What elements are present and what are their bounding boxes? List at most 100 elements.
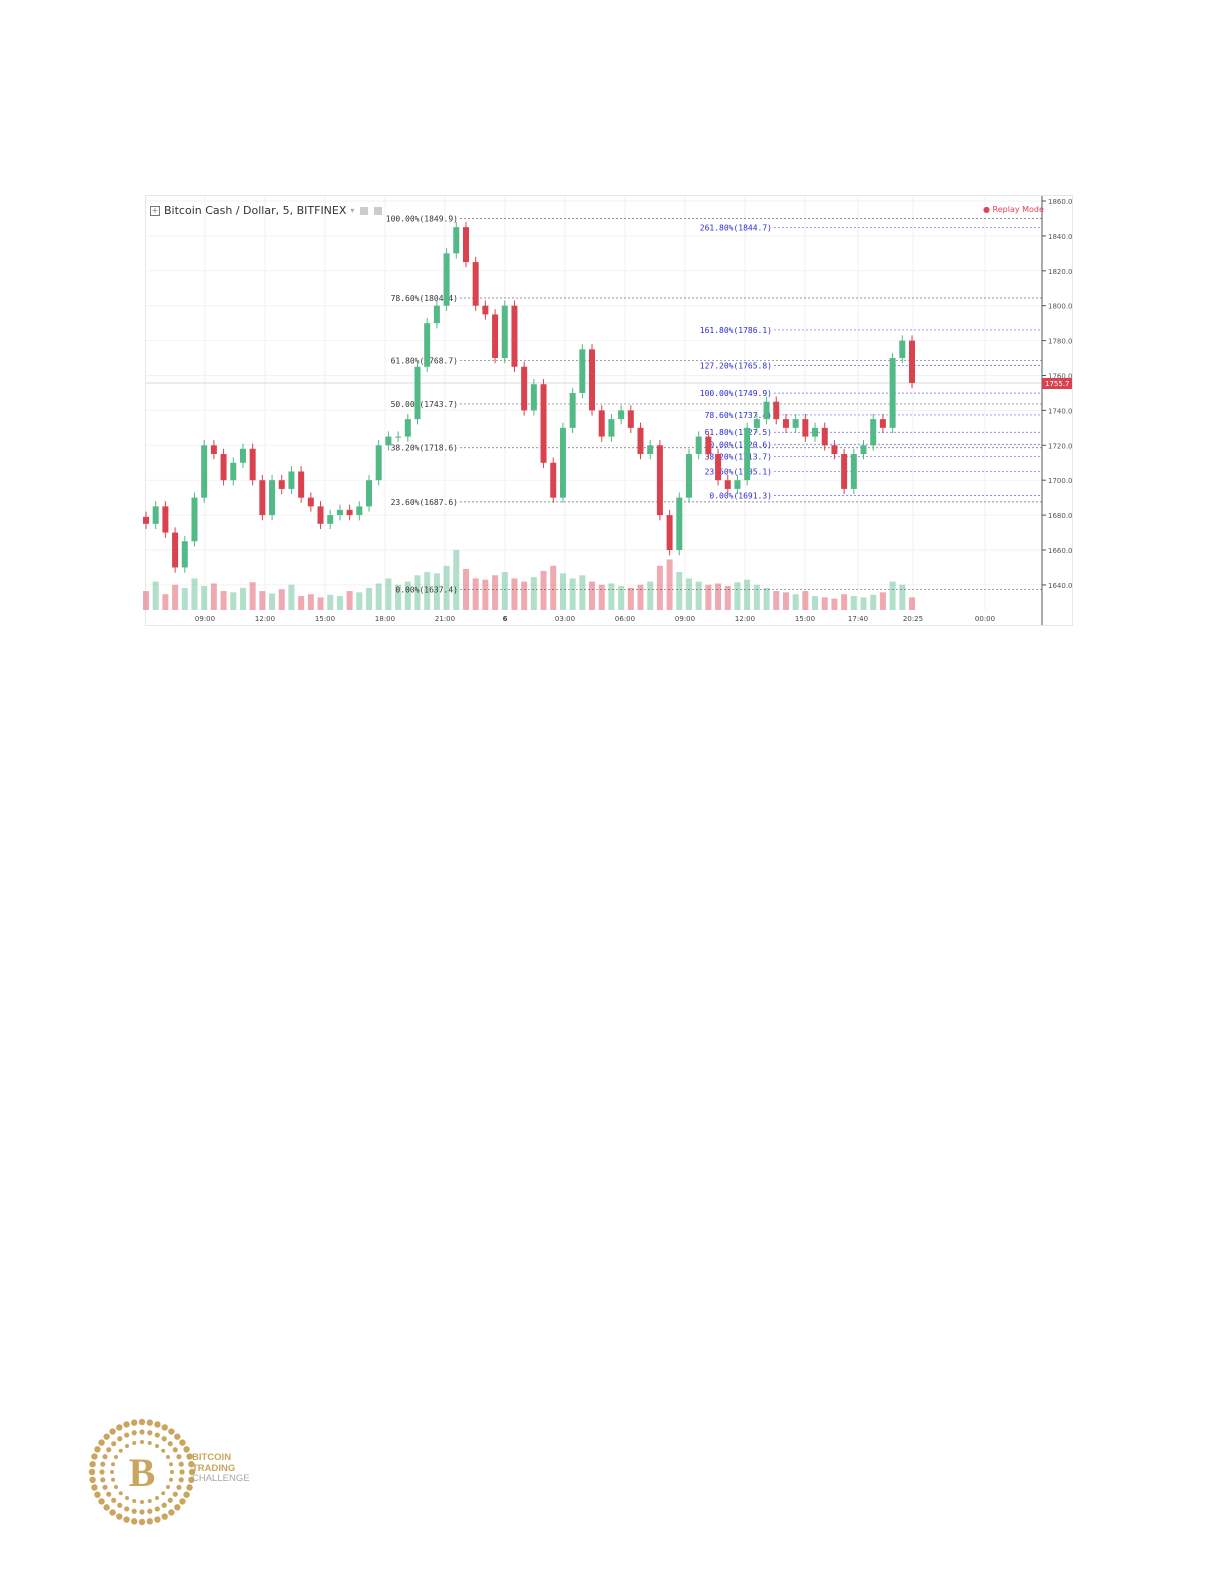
fib-level-label: 261.80%(1844.7) [700, 224, 772, 233]
x-tick-label: 09:00 [675, 615, 695, 623]
volume-bar [482, 579, 489, 610]
y-tick-label: 1780.0 [1048, 338, 1073, 346]
volume-bar [501, 572, 508, 610]
volume-bar [472, 578, 479, 610]
candle-body [298, 471, 305, 498]
volume-bar [366, 587, 373, 610]
candle-body [608, 419, 615, 437]
volume-bar [850, 596, 857, 610]
candle-body [530, 384, 537, 411]
volume-bar [705, 584, 712, 610]
volume-bar [259, 591, 266, 610]
volume-bar [249, 582, 256, 610]
fib-level-label: 23.60%(1705.1) [705, 467, 772, 476]
candle-body [424, 323, 431, 367]
volume-bar [579, 575, 586, 610]
candle-body [860, 445, 867, 455]
volume-bar [327, 594, 334, 610]
fib-level-label: 0.00%(1637.4) [395, 585, 458, 594]
y-tick-label: 1660.0 [1048, 547, 1073, 555]
candle-body [705, 436, 712, 455]
candle-body [618, 410, 625, 420]
candle-body [656, 445, 663, 516]
x-tick-label: 6 [503, 615, 508, 623]
candle-body [356, 506, 363, 516]
volume-bar [715, 583, 722, 610]
y-tick-label: 1860.0 [1048, 198, 1073, 206]
candle-body [346, 509, 353, 516]
volume-bar [540, 570, 547, 610]
volume-bar [802, 591, 809, 610]
candle-body [230, 462, 237, 481]
candle-body [433, 305, 440, 324]
settings-icon[interactable] [360, 206, 369, 215]
volume-bar [666, 559, 673, 610]
candle-body [414, 366, 421, 420]
fib-level-label: 78.60%(1737.4) [705, 411, 772, 420]
candle-body [841, 454, 848, 489]
candle-body [569, 392, 576, 428]
volume-bar [346, 591, 353, 610]
svg-text:B: B [129, 1450, 156, 1495]
close-icon[interactable] [374, 206, 383, 215]
candle-body [278, 480, 285, 489]
x-tick-label: 20:25 [903, 615, 923, 623]
volume-bar [889, 581, 896, 610]
candle-body [307, 497, 314, 507]
volume-bar [860, 597, 867, 610]
collapse-icon[interactable]: + [150, 205, 160, 216]
fib-level-label: 61.80%(1727.5) [705, 428, 772, 437]
chevron-down-icon[interactable]: ▾ [350, 206, 355, 215]
volume-bar [395, 584, 402, 610]
volume-bar [589, 581, 596, 610]
logo-text: BITCOIN TRADING CHALLENGE [192, 1452, 250, 1485]
volume-bar [414, 575, 421, 610]
volume-bar [201, 586, 208, 610]
volume-bar [734, 582, 741, 610]
volume-bar [792, 594, 799, 610]
fib-level-label: 38.20%(1713.7) [705, 452, 772, 461]
y-tick-label: 1800.0 [1048, 303, 1073, 311]
candle-body [850, 454, 857, 489]
candle-body [317, 506, 324, 524]
candle-body [288, 471, 295, 489]
volume-bar [550, 565, 557, 610]
candle-body [685, 454, 692, 498]
x-tick-label: 12:00 [735, 615, 755, 623]
bitcoin-trading-challenge-logo: B [88, 1418, 196, 1526]
candle-body [540, 384, 547, 463]
fib-level-label: 50.00%(1720.6) [705, 440, 772, 449]
candle-body [879, 419, 886, 428]
symbol-title[interactable]: Bitcoin Cash / Dollar, 5, BITFINEX [164, 204, 347, 217]
price-chart: 100.00%(1849.9)78.60%(1804.4)61.80%(1768… [143, 195, 1073, 626]
candle-body [220, 454, 227, 481]
volume-bar [181, 587, 188, 610]
volume-bar [433, 573, 440, 610]
volume-bar [424, 572, 431, 610]
candle-body [385, 436, 392, 446]
volume-bar [647, 581, 654, 610]
y-tick-label: 1840.0 [1048, 233, 1073, 241]
replay-mode-indicator[interactable]: ● Replay Mode [983, 205, 1044, 214]
candle-body [812, 427, 819, 437]
volume-bar [404, 581, 411, 610]
candle-body [589, 349, 596, 411]
candle-body [375, 445, 382, 481]
candle-body [249, 448, 256, 481]
volume-bar [608, 583, 615, 610]
volume-bar [385, 578, 392, 610]
candle-body [269, 480, 276, 516]
volume-bar [356, 592, 363, 610]
current-price-tag [1042, 378, 1072, 390]
candle-body [802, 419, 809, 437]
x-tick-label: 15:00 [795, 615, 815, 623]
x-tick-label: 03:00 [555, 615, 575, 623]
candle-body [792, 419, 799, 428]
fib-level-label: 78.60%(1804.4) [391, 294, 458, 303]
y-tick-label: 1640.0 [1048, 582, 1073, 590]
candle-body [404, 419, 411, 437]
candle-body [143, 516, 149, 524]
fib-level-label: 38.20%(1718.6) [391, 444, 458, 453]
volume-bar [307, 594, 314, 610]
candle-body [521, 366, 528, 411]
